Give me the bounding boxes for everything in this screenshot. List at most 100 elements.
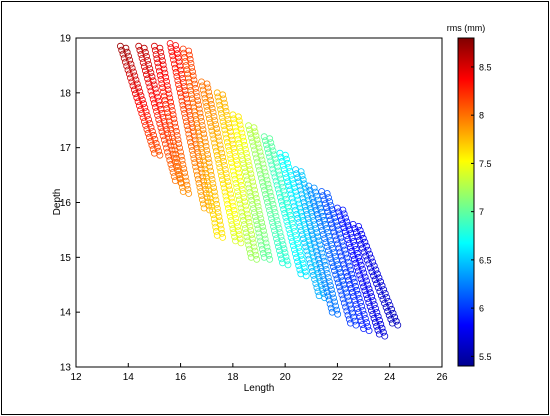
data-point [242, 145, 249, 153]
data-point [150, 131, 158, 139]
data-point [161, 69, 169, 77]
data-point [271, 208, 279, 216]
data-point [354, 290, 362, 298]
data-point [325, 194, 332, 202]
data-point [176, 144, 184, 152]
data-point [235, 169, 243, 177]
data-point [253, 255, 261, 263]
data-point [188, 64, 196, 71]
data-point [252, 251, 260, 259]
data-point [282, 253, 290, 261]
data-point [232, 214, 240, 222]
data-point [267, 192, 275, 200]
data-point [373, 309, 381, 316]
data-point [343, 218, 351, 226]
data-point [326, 282, 334, 290]
data-point [376, 316, 383, 324]
data-point [191, 80, 199, 88]
data-point [183, 95, 191, 103]
x-tick-label: 18 [227, 372, 239, 383]
data-point [172, 123, 179, 131]
data-point [184, 99, 191, 107]
data-point [193, 144, 201, 152]
data-point [332, 257, 340, 265]
data-point [316, 241, 324, 249]
data-point [162, 73, 170, 81]
data-point [245, 162, 253, 170]
data-point [301, 268, 309, 276]
data-point [220, 161, 228, 169]
data-point [182, 177, 190, 185]
data-point [359, 265, 366, 273]
data-point [207, 100, 215, 108]
data-point [207, 171, 215, 179]
data-point [327, 286, 335, 294]
data-point [257, 152, 265, 160]
data-point [363, 319, 371, 327]
data-point [377, 320, 385, 328]
data-point [233, 219, 241, 226]
data-point [227, 190, 234, 198]
data-point [213, 200, 221, 208]
data-point [164, 130, 171, 138]
data-point [150, 81, 158, 89]
data-point [132, 76, 140, 84]
data-point [344, 258, 352, 266]
data-point [234, 165, 242, 173]
data-point [194, 97, 202, 105]
data-point [379, 328, 387, 336]
data-point [203, 80, 211, 88]
data-point [266, 135, 274, 143]
data-point [279, 183, 287, 191]
data-point [298, 212, 306, 220]
data-point [256, 148, 264, 156]
data-point [210, 188, 218, 196]
data-point [185, 107, 193, 115]
data-point [228, 198, 236, 206]
data-point [222, 170, 230, 178]
data-point [255, 144, 263, 152]
data-point [133, 80, 141, 88]
data-point [320, 216, 328, 224]
data-point [380, 286, 388, 294]
data-point [220, 95, 227, 103]
data-point [219, 233, 227, 241]
data-point [218, 149, 226, 157]
data-point [240, 194, 248, 202]
data-point [205, 159, 213, 167]
data-point [378, 282, 386, 290]
data-point [285, 207, 293, 215]
data-point [212, 196, 220, 204]
data-point [172, 42, 180, 49]
data-point [159, 61, 167, 69]
data-point [211, 117, 219, 124]
data-point [356, 226, 364, 234]
data-point [330, 294, 337, 302]
data-point [356, 257, 364, 265]
data-point [249, 239, 257, 247]
data-point [217, 225, 225, 233]
data-point [250, 124, 258, 132]
data-point [168, 146, 176, 154]
data-point [281, 191, 289, 199]
data-point [341, 246, 348, 254]
data-point [331, 298, 339, 306]
data-point [231, 153, 239, 160]
data-point [213, 129, 221, 137]
data-point [365, 285, 373, 293]
data-point [366, 289, 374, 297]
data-point [145, 61, 153, 68]
data-point [190, 76, 198, 84]
data-point [298, 172, 306, 180]
data-point [164, 86, 172, 94]
data-point [203, 146, 211, 154]
data-point [323, 269, 331, 277]
data-point [204, 151, 212, 158]
data-point [276, 229, 284, 237]
data-point [263, 176, 271, 184]
data-point [264, 180, 272, 188]
data-point [370, 301, 378, 309]
data-point [231, 148, 239, 156]
x-tick-label: 14 [123, 372, 135, 383]
data-point [126, 56, 134, 64]
